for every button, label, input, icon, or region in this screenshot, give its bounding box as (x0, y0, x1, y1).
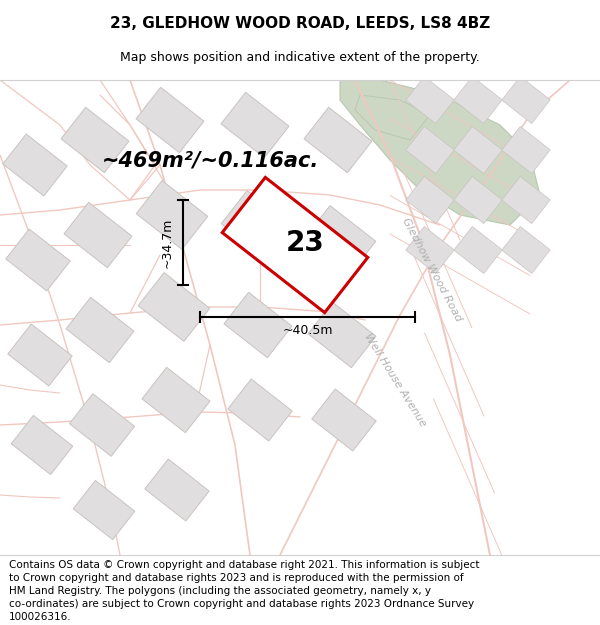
Polygon shape (454, 126, 502, 174)
Polygon shape (8, 324, 72, 386)
Text: co-ordinates) are subject to Crown copyright and database rights 2023 Ordnance S: co-ordinates) are subject to Crown copyr… (9, 599, 474, 609)
Polygon shape (145, 459, 209, 521)
Polygon shape (454, 226, 502, 274)
Polygon shape (454, 76, 502, 124)
Text: 23, GLEDHOW WOOD ROAD, LEEDS, LS8 4BZ: 23, GLEDHOW WOOD ROAD, LEEDS, LS8 4BZ (110, 16, 490, 31)
Polygon shape (355, 95, 430, 140)
Text: HM Land Registry. The polygons (including the associated geometry, namely x, y: HM Land Registry. The polygons (includin… (9, 586, 431, 596)
Polygon shape (304, 206, 376, 274)
Polygon shape (406, 126, 454, 174)
Polygon shape (340, 80, 540, 225)
Text: 100026316.: 100026316. (9, 612, 71, 622)
Polygon shape (312, 389, 376, 451)
Text: ~34.7m: ~34.7m (161, 217, 173, 268)
Text: ~469m²/~0.116ac.: ~469m²/~0.116ac. (101, 150, 319, 170)
Polygon shape (11, 416, 73, 474)
Text: Map shows position and indicative extent of the property.: Map shows position and indicative extent… (120, 51, 480, 64)
Polygon shape (454, 176, 502, 224)
Polygon shape (502, 76, 550, 124)
Polygon shape (138, 272, 210, 341)
Polygon shape (136, 181, 208, 249)
Polygon shape (502, 126, 550, 174)
Polygon shape (73, 481, 135, 539)
Polygon shape (6, 229, 70, 291)
Text: Gledhow Wood Road: Gledhow Wood Road (400, 216, 464, 324)
Text: Contains OS data © Crown copyright and database right 2021. This information is : Contains OS data © Crown copyright and d… (9, 560, 479, 570)
Polygon shape (61, 107, 129, 172)
Text: Well House Avenue: Well House Avenue (362, 332, 428, 428)
Text: ~40.5m: ~40.5m (282, 324, 333, 338)
Polygon shape (502, 226, 550, 274)
Polygon shape (221, 92, 289, 158)
Polygon shape (142, 368, 210, 432)
Polygon shape (222, 177, 368, 312)
Polygon shape (64, 202, 132, 268)
Polygon shape (304, 107, 372, 172)
Text: to Crown copyright and database rights 2023 and is reproduced with the permissio: to Crown copyright and database rights 2… (9, 573, 464, 583)
Polygon shape (221, 191, 293, 259)
Text: 23: 23 (286, 229, 325, 257)
Polygon shape (3, 134, 67, 196)
Polygon shape (406, 176, 454, 224)
Polygon shape (502, 176, 550, 224)
Polygon shape (136, 88, 204, 152)
Polygon shape (406, 76, 454, 124)
Polygon shape (308, 302, 376, 368)
Polygon shape (66, 298, 134, 362)
Polygon shape (228, 379, 292, 441)
Polygon shape (70, 394, 134, 456)
Polygon shape (406, 226, 454, 274)
Polygon shape (224, 292, 292, 357)
